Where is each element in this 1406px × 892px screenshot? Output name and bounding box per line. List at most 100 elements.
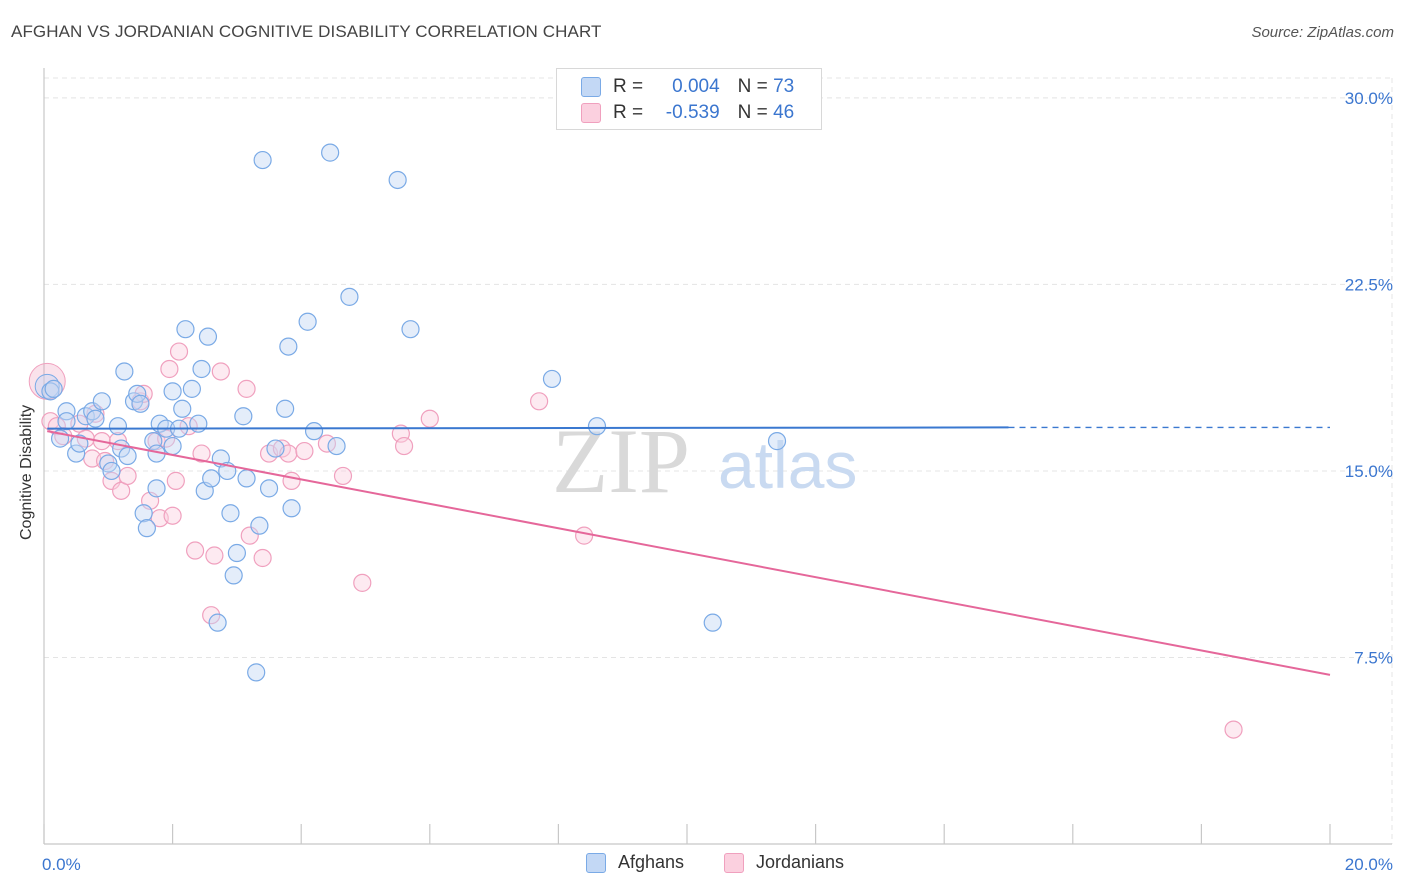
afghans-legend-swatch <box>586 852 606 873</box>
jordanians-point <box>118 466 137 486</box>
jordanians-point <box>160 359 179 379</box>
jordanians-point <box>353 573 372 592</box>
x-tick-label: 0.0% <box>42 855 81 874</box>
jordanians-trend-line <box>47 430 1331 676</box>
afghans-point <box>163 382 182 401</box>
afghans-point <box>587 417 607 436</box>
afghans-point <box>176 320 195 339</box>
afghans-point <box>298 312 317 331</box>
afghans-point <box>279 337 298 356</box>
trend-lines <box>47 426 1331 676</box>
afghans-n-value: 73 <box>773 76 795 97</box>
afghans-point <box>327 436 346 456</box>
afghans-legend-label: Afghans <box>618 852 685 872</box>
jordanians-point <box>575 526 594 545</box>
afghans-point <box>108 417 128 436</box>
afghans-point <box>163 436 182 456</box>
afghans-point <box>253 150 272 170</box>
afghans-point <box>131 394 150 413</box>
afghans-point <box>266 439 285 458</box>
afghans-point <box>102 461 121 481</box>
afghans-point <box>321 143 340 162</box>
y-tick-label: 30.0% <box>1345 89 1393 108</box>
afghans-point <box>276 399 295 418</box>
afghans-n-label: N = <box>737 76 768 97</box>
afghans-point <box>57 402 76 421</box>
afghans-point <box>182 379 201 398</box>
jordanians-point <box>134 384 153 403</box>
afghans-point <box>118 446 137 466</box>
jordanians-point <box>95 451 115 471</box>
afghans-point <box>134 504 153 523</box>
afghans-point <box>234 407 253 426</box>
jordanians-point <box>530 392 549 411</box>
jordanians-point <box>192 444 211 463</box>
jordanians-point <box>202 606 221 625</box>
afghans-r-value: 0.004 <box>672 76 720 97</box>
jordanians-point <box>169 342 189 361</box>
afghans-point <box>542 369 562 389</box>
afghans-trend-line <box>47 426 1009 430</box>
jordanians-point <box>237 379 256 398</box>
afghans-point <box>247 663 266 682</box>
legend-row-jordanians: R = -0.539 N = 46 <box>581 100 794 126</box>
afghans-r-label: R = <box>613 76 644 97</box>
jordanians-r-value: -0.539 <box>665 102 720 123</box>
jordanians-point <box>282 471 301 490</box>
series-jordanians <box>28 342 1243 739</box>
afghans-point <box>198 327 218 346</box>
afghans-point <box>137 519 156 538</box>
jordanians-point <box>163 506 182 525</box>
jordanians-point <box>333 466 353 486</box>
jordanians-point <box>295 441 314 461</box>
jordanians-point <box>166 471 185 490</box>
jordanians-point <box>205 546 224 565</box>
watermark-zip: ZIP <box>552 410 690 512</box>
jordanians-r-label: R = <box>613 102 644 123</box>
jordanians-legend-swatch <box>724 852 744 873</box>
afghans-point <box>208 613 227 632</box>
afghans-point <box>221 504 240 523</box>
watermark-atlas: atlas <box>718 428 857 502</box>
legend-item-afghans[interactable]: Afghans <box>586 852 684 873</box>
series-legend: Afghans Jordanians <box>0 852 1406 876</box>
y-tick-label: 15.0% <box>1345 462 1393 481</box>
jordanians-n-label: N = <box>737 102 768 123</box>
afghans-point <box>41 382 60 401</box>
afghans-point <box>192 359 211 379</box>
jordanians-point <box>394 436 414 456</box>
afghans-point <box>224 566 243 585</box>
y-axis-label: Cognitive Disability <box>18 404 35 540</box>
afghans-point <box>86 409 105 428</box>
jordanians-swatch <box>581 103 601 123</box>
grid-lines <box>44 77 1393 844</box>
jordanians-legend-label: Jordanians <box>756 852 845 872</box>
afghans-point <box>767 432 787 451</box>
legend-item-jordanians[interactable]: Jordanians <box>724 852 844 873</box>
afghans-point <box>57 412 76 431</box>
afghans-point <box>237 469 256 488</box>
afghans-point <box>304 422 324 441</box>
axes <box>43 68 1392 845</box>
afghans-point <box>128 384 147 403</box>
afghans-point <box>703 613 722 632</box>
jordanians-point <box>186 541 205 560</box>
afghans-point <box>202 469 221 488</box>
jordanians-point <box>211 362 230 381</box>
afghans-point <box>173 399 192 418</box>
afghans-point <box>259 479 279 498</box>
afghans-point <box>67 444 86 463</box>
afghans-point <box>227 543 246 563</box>
jordanians-point <box>240 526 259 545</box>
y-tick-label: 7.5% <box>1354 648 1393 667</box>
series-afghans <box>34 143 787 682</box>
legend-row-afghans: R = 0.004 N = 73 <box>581 74 794 100</box>
jordanians-point <box>420 409 439 428</box>
jordanians-point <box>1224 720 1243 739</box>
y-tick-label: 22.5% <box>1345 275 1393 294</box>
afghans-point <box>70 434 89 453</box>
jordanians-n-value: 46 <box>773 102 795 123</box>
afghans-point <box>388 170 407 190</box>
jordanians-point <box>253 548 272 568</box>
